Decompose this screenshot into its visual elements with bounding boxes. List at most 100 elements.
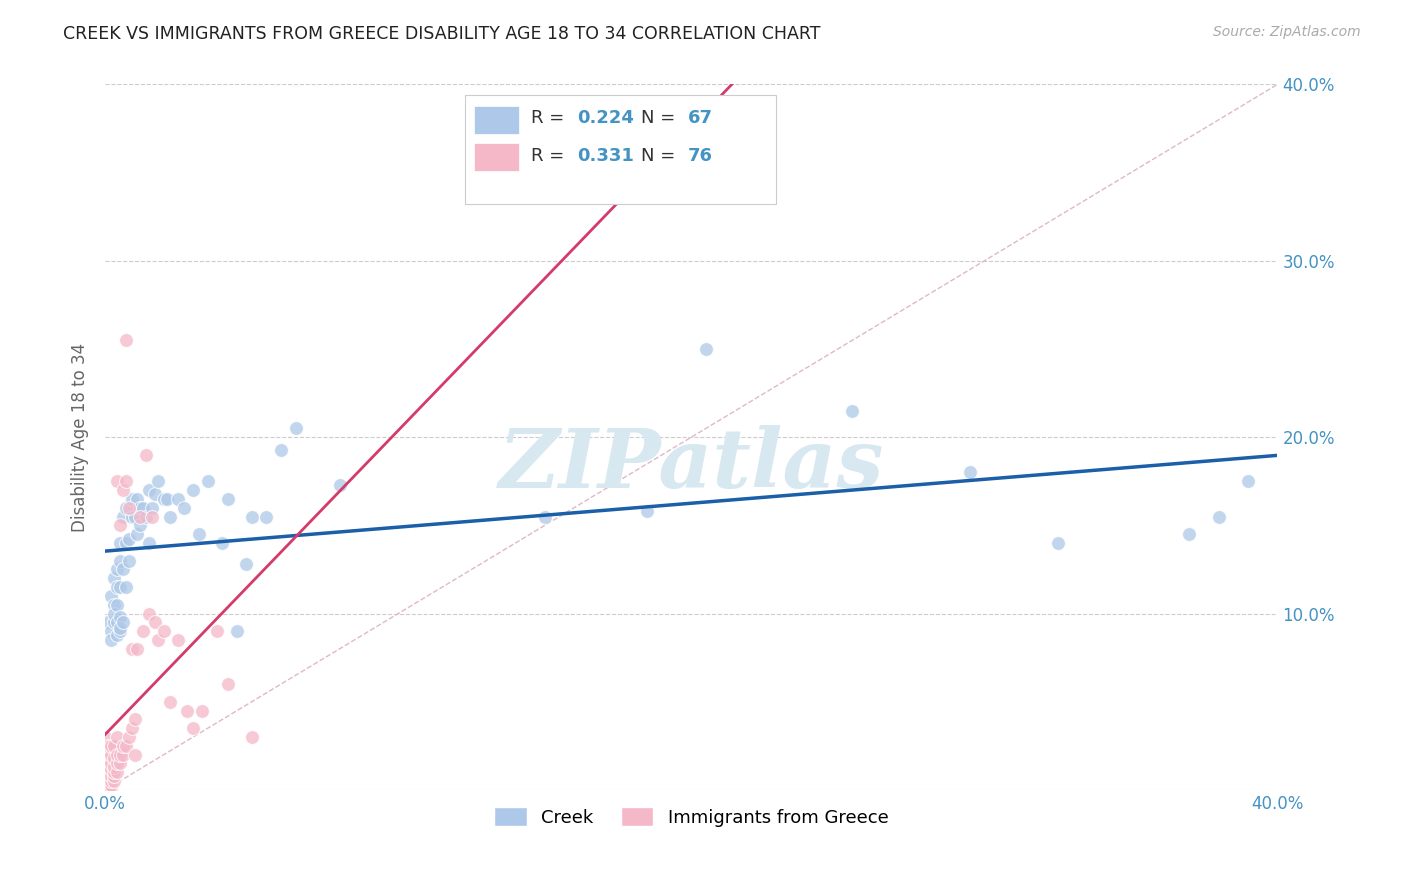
Point <box>135 509 157 524</box>
Point <box>105 598 128 612</box>
Point <box>108 518 131 533</box>
Text: ZIPatlas: ZIPatlas <box>499 425 884 506</box>
Point <box>240 730 263 744</box>
Point <box>97 751 120 765</box>
Point <box>100 756 122 771</box>
Point <box>100 783 122 797</box>
Point <box>121 509 143 524</box>
Point <box>141 509 163 524</box>
Point <box>138 536 160 550</box>
Text: 0.224: 0.224 <box>578 110 634 128</box>
FancyBboxPatch shape <box>474 143 519 171</box>
FancyBboxPatch shape <box>465 95 776 204</box>
Text: 76: 76 <box>688 146 713 165</box>
Point <box>94 774 117 789</box>
Point <box>636 504 658 518</box>
Point <box>132 500 155 515</box>
Point <box>108 747 131 762</box>
Point <box>167 632 190 647</box>
Text: R =: R = <box>530 146 569 165</box>
Y-axis label: Disability Age 18 to 34: Disability Age 18 to 34 <box>72 343 89 532</box>
Point <box>103 607 125 621</box>
Point <box>100 778 122 792</box>
Point <box>118 500 141 515</box>
Point <box>211 536 233 550</box>
Point <box>103 751 125 765</box>
Point <box>129 500 152 515</box>
Point <box>100 589 122 603</box>
Point <box>124 509 146 524</box>
Point <box>121 491 143 506</box>
Point <box>94 783 117 797</box>
Point <box>254 509 277 524</box>
Point <box>329 477 352 491</box>
Point <box>94 751 117 765</box>
Point <box>103 774 125 789</box>
Text: N =: N = <box>641 146 681 165</box>
Point <box>108 624 131 639</box>
Point <box>100 632 122 647</box>
Point <box>146 632 169 647</box>
FancyBboxPatch shape <box>474 105 519 134</box>
Point <box>156 491 179 506</box>
Point <box>841 403 863 417</box>
Point <box>108 621 131 635</box>
Point <box>181 721 204 735</box>
Point <box>97 747 120 762</box>
Point <box>111 562 134 576</box>
Point <box>111 615 134 630</box>
Point <box>108 756 131 771</box>
Point <box>94 762 117 776</box>
Point <box>97 778 120 792</box>
Point <box>94 739 117 753</box>
Point <box>1046 536 1069 550</box>
Point <box>191 704 214 718</box>
Point <box>159 509 181 524</box>
Point <box>138 483 160 497</box>
Point <box>94 778 117 792</box>
Point <box>108 610 131 624</box>
Point <box>108 580 131 594</box>
Text: Source: ZipAtlas.com: Source: ZipAtlas.com <box>1213 25 1361 39</box>
Point <box>181 483 204 497</box>
Point <box>138 607 160 621</box>
Point <box>94 783 117 797</box>
Point <box>127 527 149 541</box>
Point <box>94 783 117 797</box>
Point <box>1178 527 1201 541</box>
Point <box>103 571 125 585</box>
Point <box>114 739 136 753</box>
Point <box>100 774 122 789</box>
Point <box>100 739 122 753</box>
Point <box>226 624 249 639</box>
Point <box>132 624 155 639</box>
Point <box>97 771 120 785</box>
Text: 0.331: 0.331 <box>578 146 634 165</box>
Point <box>153 491 176 506</box>
Point <box>105 747 128 762</box>
Point <box>118 730 141 744</box>
Text: R =: R = <box>530 110 569 128</box>
Point <box>97 783 120 797</box>
Text: CREEK VS IMMIGRANTS FROM GREECE DISABILITY AGE 18 TO 34 CORRELATION CHART: CREEK VS IMMIGRANTS FROM GREECE DISABILI… <box>63 25 821 43</box>
Point <box>143 486 166 500</box>
Point <box>533 509 555 524</box>
Point <box>173 500 195 515</box>
Point <box>217 677 239 691</box>
Point <box>105 562 128 576</box>
Point <box>129 518 152 533</box>
Point <box>105 475 128 489</box>
Point <box>129 509 152 524</box>
Point <box>235 557 257 571</box>
Point <box>153 624 176 639</box>
Point <box>100 769 122 783</box>
Point <box>103 615 125 630</box>
Legend: Creek, Immigrants from Greece: Creek, Immigrants from Greece <box>486 800 896 834</box>
Point <box>197 475 219 489</box>
Point <box>270 442 292 457</box>
Point <box>205 624 228 639</box>
Point <box>97 615 120 630</box>
Point <box>1237 475 1260 489</box>
Point <box>141 500 163 515</box>
Point <box>114 333 136 347</box>
